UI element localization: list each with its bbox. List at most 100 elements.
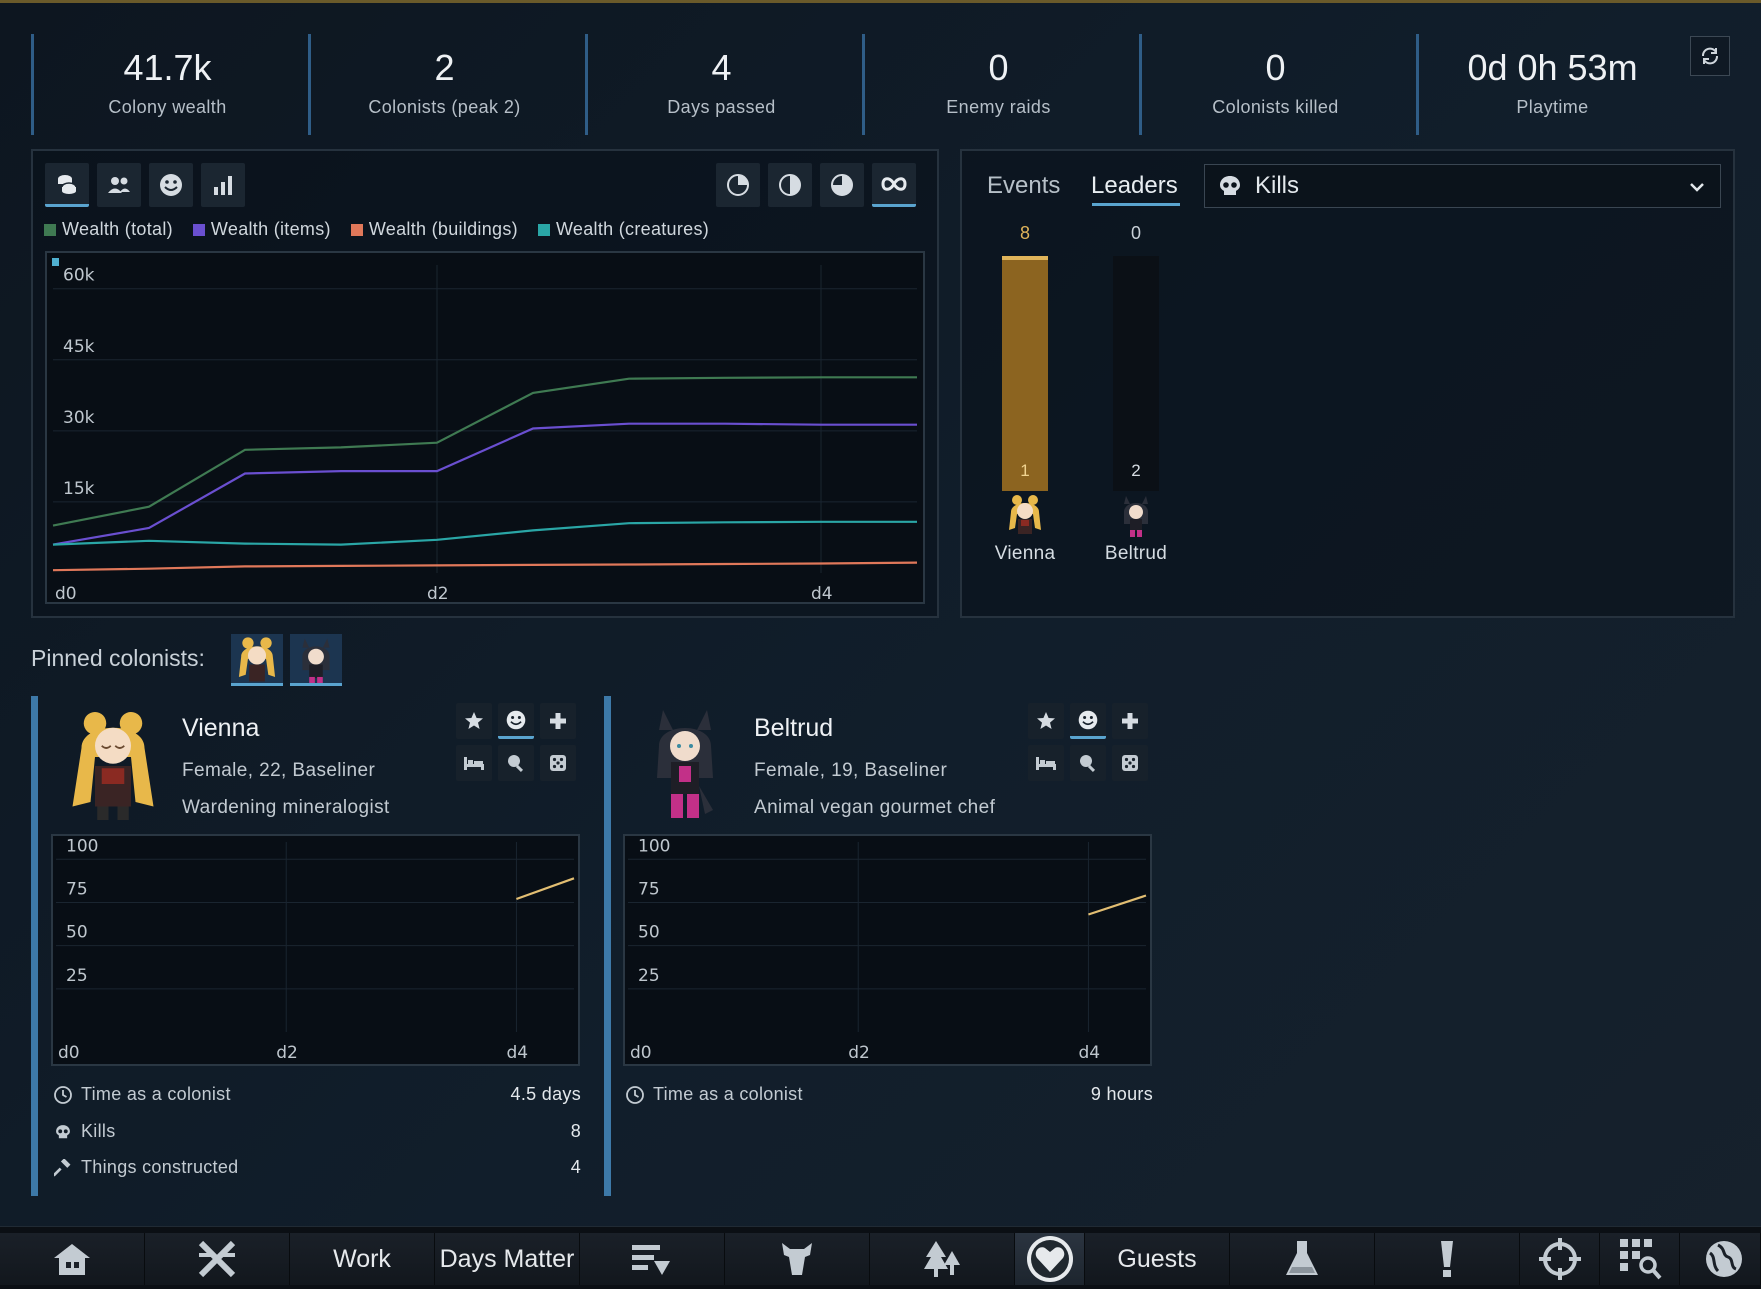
favorite-button[interactable] xyxy=(456,703,492,739)
range-half-button[interactable] xyxy=(768,163,812,207)
colonist-portrait-vienna-large[interactable] xyxy=(68,706,158,826)
smiley-icon xyxy=(160,174,182,196)
pie-quarter-icon xyxy=(727,174,749,196)
bottom-world-button[interactable] xyxy=(1680,1233,1761,1285)
tab-events[interactable]: Events xyxy=(987,172,1061,199)
bottom-targeting-button[interactable] xyxy=(1520,1233,1600,1285)
rest-button[interactable] xyxy=(456,745,492,781)
stat-days-passed: 4 Days passed xyxy=(585,34,855,135)
colonist-portrait-beltrud-large[interactable] xyxy=(645,706,725,826)
refresh-button[interactable] xyxy=(1690,36,1730,76)
pinned-thumb-vienna[interactable] xyxy=(231,634,283,686)
pinned-colonists-label: Pinned colonists: xyxy=(31,645,205,671)
stat-row-value: 4.5 days xyxy=(510,1084,581,1104)
favorite-button[interactable] xyxy=(1028,703,1064,739)
random-button[interactable] xyxy=(540,745,576,781)
bottom-days-matter-button[interactable]: Days Matter xyxy=(435,1233,580,1285)
leaders-panel xyxy=(960,149,1735,618)
skull-icon xyxy=(1220,176,1240,195)
bottom-guests-button[interactable]: Guests xyxy=(1085,1233,1230,1285)
stat-row-label: Time as a colonist xyxy=(653,1084,803,1104)
y-tick-label: 75 xyxy=(66,879,88,899)
legend-item-buildings[interactable]: Wealth (buildings) xyxy=(350,219,518,240)
trees-icon xyxy=(924,1241,960,1277)
graph-tab-stats[interactable] xyxy=(201,163,245,207)
y-tick-label: 30k xyxy=(63,408,95,428)
range-three-quarter-button[interactable] xyxy=(820,163,864,207)
chart-legend: Wealth (total) Wealth (items) Wealth (bu… xyxy=(44,219,709,240)
leader-metric-value: Kills xyxy=(1255,172,1300,199)
pinned-thumb-beltrud[interactable] xyxy=(290,634,342,686)
y-tick-label: 100 xyxy=(66,836,98,856)
stat-row-time: Time as a colonist 4.5 days xyxy=(53,1084,581,1105)
magnifier-icon xyxy=(1080,755,1096,773)
legend-item-total[interactable]: Wealth (total) xyxy=(44,219,173,240)
research-button[interactable] xyxy=(498,745,534,781)
bottom-stats-button[interactable] xyxy=(1015,1233,1085,1285)
graph-tab-mood[interactable] xyxy=(149,163,193,207)
legend-item-items[interactable]: Wealth (items) xyxy=(192,219,331,240)
colonist-mood-chart: 25 50 75 100 d0 d2 d4 xyxy=(628,836,1147,1063)
colonist-name: Vienna xyxy=(182,714,260,742)
research-button[interactable] xyxy=(1070,745,1106,781)
bottom-research-button[interactable] xyxy=(1230,1233,1375,1285)
tab-leaders[interactable]: Leaders xyxy=(1091,172,1178,199)
tab-leaders-underline xyxy=(1092,203,1180,206)
bottom-animals-button[interactable] xyxy=(725,1233,870,1285)
x-tick-label: d2 xyxy=(276,1043,298,1063)
colonist-name: Beltrud xyxy=(754,714,834,742)
bottom-combat-button[interactable] xyxy=(145,1233,290,1285)
graph-tab-population[interactable] xyxy=(97,163,141,207)
stat-colony-wealth: 41.7k Colony wealth xyxy=(31,34,301,135)
series-line-0 xyxy=(1088,894,1147,916)
colonist-thumbnail xyxy=(302,638,330,683)
bottom-work-button[interactable]: Work xyxy=(290,1233,435,1285)
leader-rank: 1 xyxy=(1020,461,1030,480)
x-tick-label: d4 xyxy=(811,584,833,602)
stat-row-constructed: Things constructed 4 xyxy=(53,1157,581,1178)
legend-item-creatures[interactable]: Wealth (creatures) xyxy=(537,219,709,240)
stat-colonists-killed: 0 Colonists killed xyxy=(1139,34,1409,135)
stat-label: Days passed xyxy=(667,97,776,117)
stat-row-label: Kills xyxy=(81,1121,116,1141)
stat-row-value: 4 xyxy=(570,1157,581,1177)
animal-icon xyxy=(782,1243,812,1275)
series-line-1 xyxy=(52,422,917,546)
mood-button[interactable] xyxy=(1070,703,1106,739)
schedule-icon xyxy=(632,1245,670,1275)
hammer-icon xyxy=(54,1158,71,1177)
y-tick-label: 75 xyxy=(638,879,660,899)
swords-icon xyxy=(198,1240,236,1278)
wealth-plot-area: 15k 30k 45k 60k d0 d2 d4 xyxy=(45,251,925,604)
random-button[interactable] xyxy=(1112,745,1148,781)
range-quarter-button[interactable] xyxy=(716,163,760,207)
y-tick-label: 25 xyxy=(66,966,88,986)
colonist-card-accent xyxy=(31,696,38,1196)
health-button[interactable] xyxy=(540,703,576,739)
colonist-portrait-beltrud[interactable] xyxy=(1116,492,1156,538)
bottom-alerts-button[interactable] xyxy=(1375,1233,1520,1285)
range-all-button[interactable] xyxy=(872,163,916,207)
smiley-icon xyxy=(1078,710,1098,729)
y-tick-label: 60k xyxy=(63,266,95,286)
bottom-schedule-button[interactable] xyxy=(580,1233,725,1285)
stat-label: Colonists killed xyxy=(1212,97,1339,117)
graph-tab-wealth[interactable] xyxy=(45,163,89,207)
wealth-line-chart: 15k 30k 45k 60k d0 d2 d4 xyxy=(52,258,918,602)
bottom-wildlife-button[interactable] xyxy=(870,1233,1015,1285)
colonist-title: Animal vegan gourmet chef xyxy=(754,797,996,818)
series-line-0 xyxy=(52,376,917,527)
exclamation-icon xyxy=(1441,1241,1453,1277)
bottom-home-button[interactable] xyxy=(0,1233,145,1285)
legend-label: Wealth (buildings) xyxy=(368,219,518,239)
colonist-portrait-vienna[interactable] xyxy=(1005,492,1045,538)
infinity-icon xyxy=(881,176,907,191)
colonist-card-accent xyxy=(604,696,611,1196)
leader-bar-track xyxy=(1113,256,1159,491)
mood-button[interactable] xyxy=(498,703,534,739)
stat-label: Playtime xyxy=(1516,97,1589,117)
health-button[interactable] xyxy=(1112,703,1148,739)
leader-metric-dropdown[interactable]: Kills xyxy=(1204,164,1721,208)
rest-button[interactable] xyxy=(1028,745,1064,781)
bottom-grid-search-button[interactable] xyxy=(1600,1233,1680,1285)
